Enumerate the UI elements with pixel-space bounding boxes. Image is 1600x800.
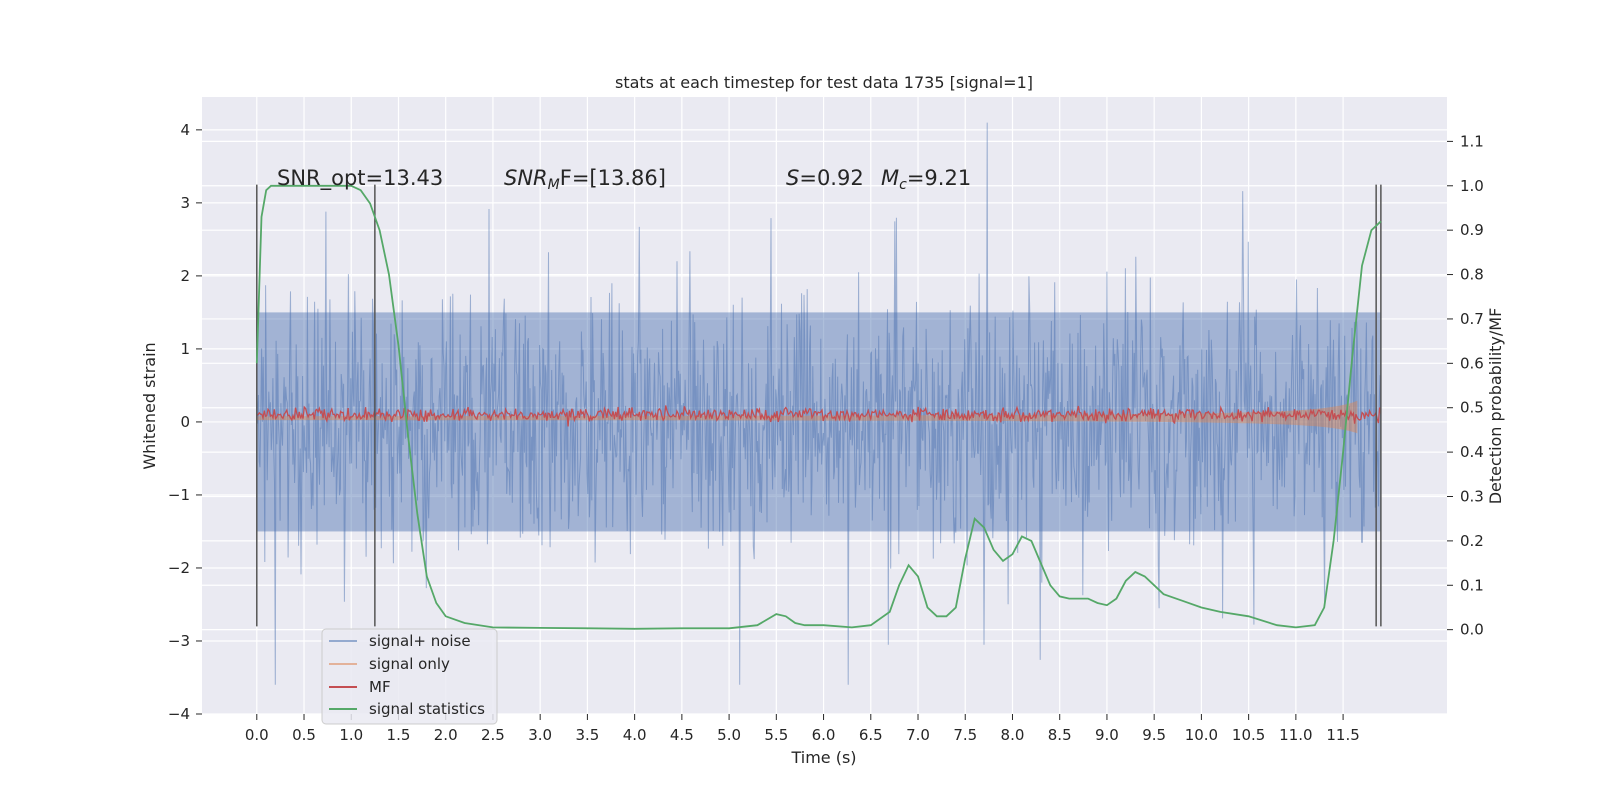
series-mf [256, 405, 1382, 427]
annotation-snr-mf: SNRMF=[13.86] [504, 166, 666, 193]
x-tick-label: 1.5 [387, 726, 411, 744]
series-signal-plus-noise [256, 122, 1382, 685]
y-right-tick-label: 1.1 [1460, 132, 1484, 150]
x-tick-label: 2.5 [481, 726, 505, 744]
y-right-tick-label: 0.7 [1460, 310, 1484, 328]
y-right-tick-label: 0.4 [1460, 443, 1484, 461]
vertical-markers [256, 184, 1382, 627]
x-tick-label: 3.0 [528, 726, 552, 744]
x-tick-label: 11.0 [1279, 726, 1312, 744]
x-tick-label: 10.5 [1232, 726, 1265, 744]
x-tick-label: 7.5 [953, 726, 977, 744]
line-signal-plus-noise [256, 122, 1382, 685]
x-tick-label: 9.5 [1142, 726, 1166, 744]
annotation-s: S=0.92 [786, 166, 864, 190]
x-tick-label: 9.0 [1095, 726, 1119, 744]
x-tick-label: 2.0 [434, 726, 458, 744]
y-left-axis-label: Whitened strain [140, 342, 159, 469]
x-tick-label: 4.5 [670, 726, 694, 744]
x-tick-label: 5.0 [717, 726, 741, 744]
snr-mf-main: SNR [504, 166, 548, 190]
x-tick-label: 6.0 [812, 726, 836, 744]
legend-item-noise: signal+ noise [369, 632, 471, 650]
y-left-tick-label: 0 [180, 413, 190, 431]
x-tick-label: 8.0 [1001, 726, 1025, 744]
y-left-tick-label: −3 [168, 632, 190, 650]
series-signal-only [256, 400, 1358, 434]
x-tick-label: 0.0 [245, 726, 269, 744]
y-right-axis-ticks: 0.0 0.1 0.2 0.3 0.4 0.5 0.6 0.7 0.8 0.9 1.0 1.1 [1447, 132, 1484, 639]
y-left-tick-label: −1 [168, 486, 190, 504]
y-left-axis-ticks: −4 −3 −2 −1 0 1 2 3 4 [168, 121, 202, 723]
x-axis-label: Time (s) [790, 748, 856, 767]
y-right-tick-label: 0.8 [1460, 266, 1484, 284]
y-left-tick-label: 1 [180, 340, 190, 358]
x-tick-label: 3.5 [575, 726, 599, 744]
x-tick-label: 4.0 [623, 726, 647, 744]
series-signal-statistics [255, 184, 1382, 630]
x-tick-label: 1.0 [339, 726, 363, 744]
snr-mf-rest: F=[13.86] [560, 166, 666, 190]
legend-box [321, 628, 498, 725]
y-right-axis-label: Detection probability/MF [1486, 308, 1505, 505]
y-right-tick-label: 0.5 [1460, 399, 1484, 417]
y-left-tick-label: −4 [168, 705, 190, 723]
y-right-tick-label: 0.9 [1460, 221, 1484, 239]
annotation-mc: Mc=9.21 [881, 166, 971, 193]
legend-item-stats: signal statistics [369, 700, 485, 718]
annotation-snr-opt: SNR_opt=13.43 [277, 166, 443, 191]
mc-var: M [881, 166, 899, 190]
snr-mf-sub: M [548, 177, 560, 193]
y-right-tick-label: 0.3 [1460, 487, 1484, 505]
s-rest: =0.92 [799, 166, 863, 190]
noise-core-band [256, 312, 1381, 532]
mc-sub: c [899, 177, 907, 193]
legend: signal+ noise signal only MF signal stat… [321, 628, 498, 725]
mc-rest: =9.21 [907, 166, 971, 190]
line-signal-only [256, 400, 1358, 434]
y-left-tick-label: 2 [180, 267, 190, 285]
y-right-tick-label: 0.6 [1460, 354, 1484, 372]
y-right-tick-label: 0.1 [1460, 576, 1484, 594]
s-var: S [786, 166, 799, 190]
line-signal-statistics [255, 184, 1382, 630]
x-tick-label: 7.0 [906, 726, 930, 744]
x-tick-label: 5.5 [764, 726, 788, 744]
legend-item-mf: MF [369, 678, 391, 696]
legend-item-signal: signal only [369, 655, 450, 673]
x-tick-label: 0.5 [292, 726, 316, 744]
x-tick-label: 8.5 [1048, 726, 1072, 744]
y-right-tick-label: 0.2 [1460, 532, 1484, 550]
y-right-tick-label: 1.0 [1460, 177, 1484, 195]
x-axis-ticks: 0.0 0.5 1.0 1.5 2.0 2.5 3.0 3.5 4.0 4.5 5.0 5.5 6.0 6… [245, 714, 1360, 744]
y-left-tick-label: 4 [180, 121, 190, 139]
x-tick-label: 10.0 [1185, 726, 1218, 744]
x-tick-label: 6.5 [859, 726, 883, 744]
line-mf [256, 405, 1382, 427]
y-left-tick-label: 3 [180, 194, 190, 212]
x-tick-label: 11.5 [1326, 726, 1359, 744]
y-left-tick-label: −2 [168, 559, 190, 577]
chart-title: stats at each timestep for test data 173… [615, 73, 1033, 92]
y-right-tick-label: 0.0 [1460, 621, 1484, 639]
